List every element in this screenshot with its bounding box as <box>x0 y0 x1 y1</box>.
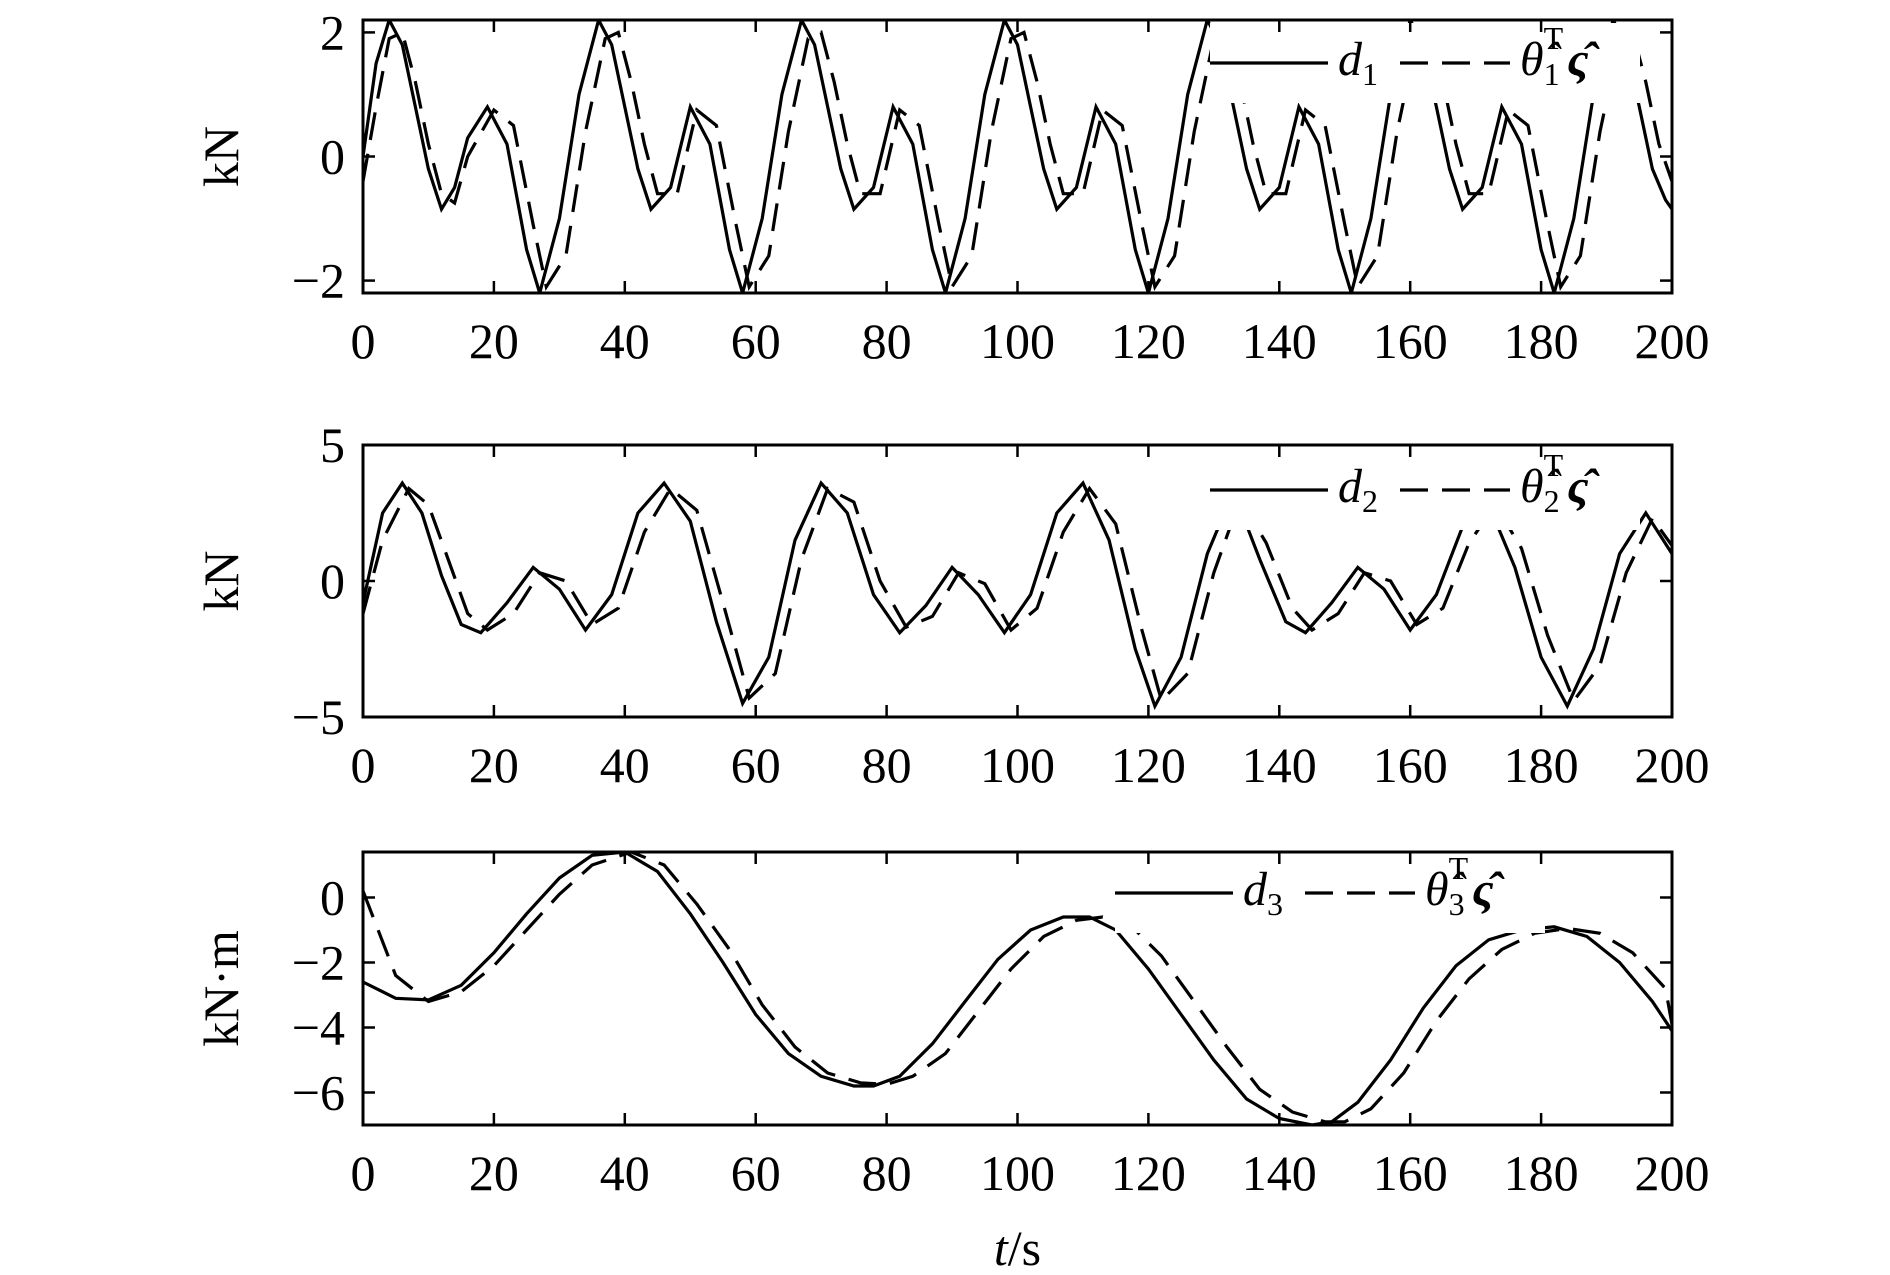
x-tick-label: 160 <box>1373 1145 1448 1201</box>
x-tick-label: 160 <box>1373 313 1448 369</box>
x-tick-label: 0 <box>351 1145 376 1201</box>
x-tick-label: 100 <box>980 313 1055 369</box>
x-tick-label: 200 <box>1635 1145 1710 1201</box>
x-tick-label: 200 <box>1635 313 1710 369</box>
x-tick-label: 40 <box>600 1145 650 1201</box>
panel-3: d3 θ̂3Tς̂ 0 20 40 60 80 100 120 140 160 180 200 −6 −4 −… <box>193 850 1710 1275</box>
y-tick-label: 5 <box>320 417 345 473</box>
series-solid-line <box>363 20 1672 293</box>
x-tick-label: 120 <box>1111 737 1186 793</box>
x-tick-label: 20 <box>469 737 519 793</box>
legend-entry-1: d1 <box>1338 33 1378 92</box>
y-tick-label: 0 <box>320 870 345 926</box>
x-tick-label: 20 <box>469 313 519 369</box>
x-tick-label: 180 <box>1504 1145 1579 1201</box>
panel-2: d2 θ̂2Tς̂0 20 40 60 80 100 120 140 160 180 200−505k… <box>193 417 1710 793</box>
y-tick-label: −2 <box>292 253 345 309</box>
x-tick-label: 100 <box>980 1145 1055 1201</box>
series-solid-line <box>363 852 1672 1125</box>
x-tick-label: 100 <box>980 737 1055 793</box>
x-tick-label: 180 <box>1504 737 1579 793</box>
x-tick-label: 140 <box>1242 737 1317 793</box>
y-tick-label: −4 <box>292 1000 345 1056</box>
y-tick-label: −6 <box>292 1065 345 1121</box>
y-tick-label: −5 <box>292 689 345 745</box>
y-tick-label: 0 <box>320 553 345 609</box>
x-tick-label: 40 <box>600 737 650 793</box>
x-tick-label: 0 <box>351 313 376 369</box>
x-tick-label: 180 <box>1504 313 1579 369</box>
series-dashed-line <box>363 485 1672 704</box>
y-tick-label: 2 <box>320 4 345 60</box>
x-tick-label: 0 <box>351 737 376 793</box>
legend: d3 θ̂3Tς̂ <box>1115 850 1545 933</box>
x-tick-label: 60 <box>731 313 781 369</box>
legend-entry-1: d3 <box>1243 863 1283 922</box>
series-dashed-line <box>363 30 1672 291</box>
x-axis-label: t/s <box>994 1220 1041 1275</box>
x-tick-label: 200 <box>1635 737 1710 793</box>
x-tick-label: 40 <box>600 313 650 369</box>
y-axis-label: kN <box>193 550 249 611</box>
legend: d1 θ̂1Tς̂ <box>1210 20 1640 103</box>
y-tick-label: −2 <box>292 935 345 991</box>
x-tick-label: 20 <box>469 1145 519 1201</box>
x-tick-label: 160 <box>1373 737 1448 793</box>
panel-1: d1 θ̂1Tς̂0 20 40 60 80 100 120 140 160 180 200−202k… <box>193 4 1710 369</box>
y-axis-label: kN·m <box>193 930 249 1047</box>
x-tick-label: 80 <box>862 313 912 369</box>
series-solid-line <box>363 480 1672 711</box>
x-tick-label: 120 <box>1111 313 1186 369</box>
legend: d2 θ̂2Tς̂ <box>1210 447 1640 530</box>
y-tick-label: 0 <box>320 129 345 185</box>
x-tick-label: 60 <box>731 737 781 793</box>
legend-entry-1: d2 <box>1338 460 1378 519</box>
series-dashed-line <box>363 852 1672 1124</box>
x-tick-label: 80 <box>862 1145 912 1201</box>
x-tick-label: 80 <box>862 737 912 793</box>
y-axis-label: kN <box>193 126 249 187</box>
x-tick-label: 140 <box>1242 313 1317 369</box>
x-tick-label: 120 <box>1111 1145 1186 1201</box>
x-tick-label: 60 <box>731 1145 781 1201</box>
x-tick-label: 140 <box>1242 1145 1317 1201</box>
